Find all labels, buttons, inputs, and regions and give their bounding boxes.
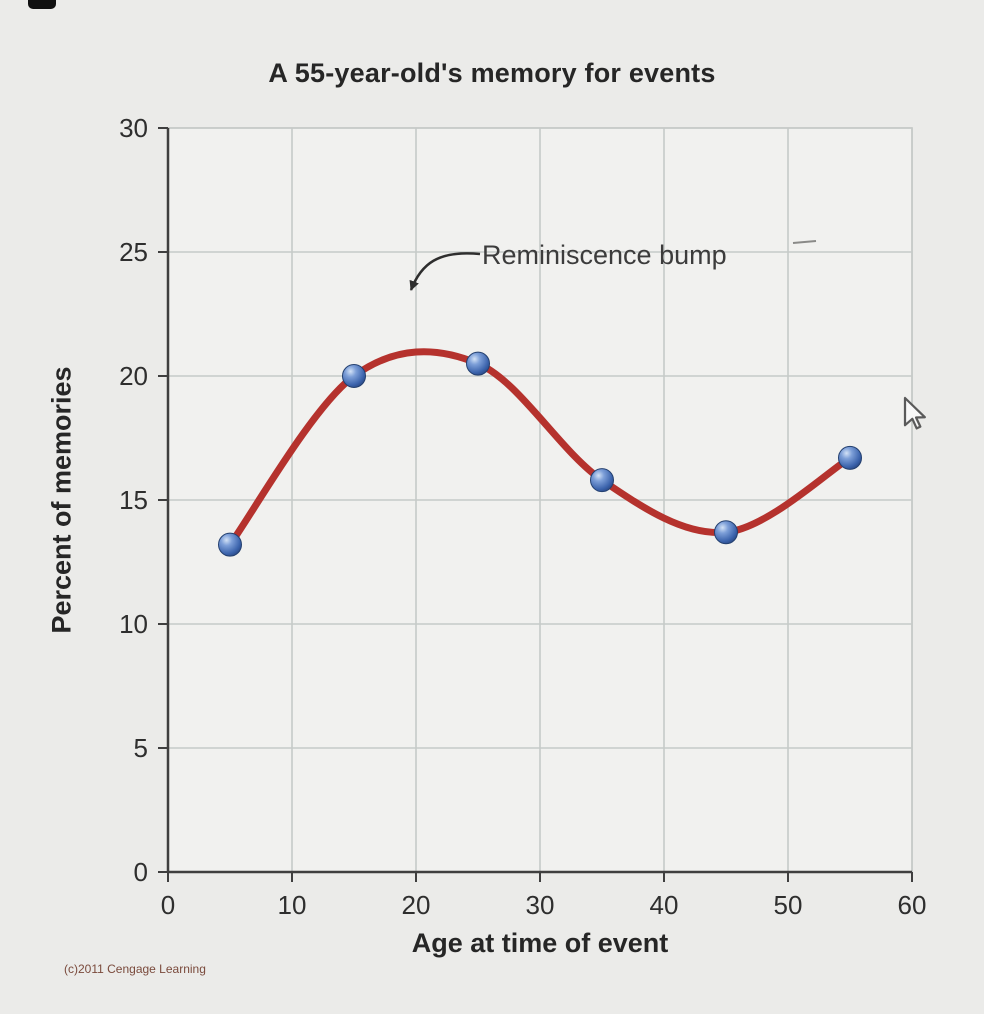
- svg-text:25: 25: [119, 237, 148, 267]
- svg-text:5: 5: [134, 733, 148, 763]
- data-line: [226, 348, 854, 549]
- svg-text:40: 40: [650, 890, 679, 920]
- annotation-tick: [792, 240, 817, 244]
- svg-text:10: 10: [278, 890, 307, 920]
- svg-text:50: 50: [774, 890, 803, 920]
- svg-text:60: 60: [898, 890, 927, 920]
- svg-text:0: 0: [134, 857, 148, 887]
- x-axis-label: Age at time of event: [411, 928, 669, 958]
- grid-lines: [167, 127, 913, 873]
- copyright: (c)2011 Cengage Learning: [64, 962, 206, 976]
- mouse-cursor-icon: [903, 396, 926, 430]
- annotation-arrow: [409, 240, 817, 291]
- corner-mark: [28, 0, 56, 9]
- chart-title: A 55-year-old's memory for events: [268, 58, 716, 88]
- svg-text:30: 30: [526, 890, 555, 920]
- svg-text:30: 30: [119, 113, 148, 143]
- svg-text:20: 20: [119, 361, 148, 391]
- data-points: [218, 351, 862, 557]
- svg-text:20: 20: [402, 890, 431, 920]
- axes: [158, 127, 913, 882]
- svg-text:15: 15: [119, 485, 148, 515]
- svg-text:10: 10: [119, 609, 148, 639]
- annotation-label: Reminiscence bump: [482, 240, 727, 270]
- tick-labels: 0 5 10 15 20 25 30 0 10 20 30 40 50 60: [119, 113, 926, 920]
- svg-text:0: 0: [161, 890, 175, 920]
